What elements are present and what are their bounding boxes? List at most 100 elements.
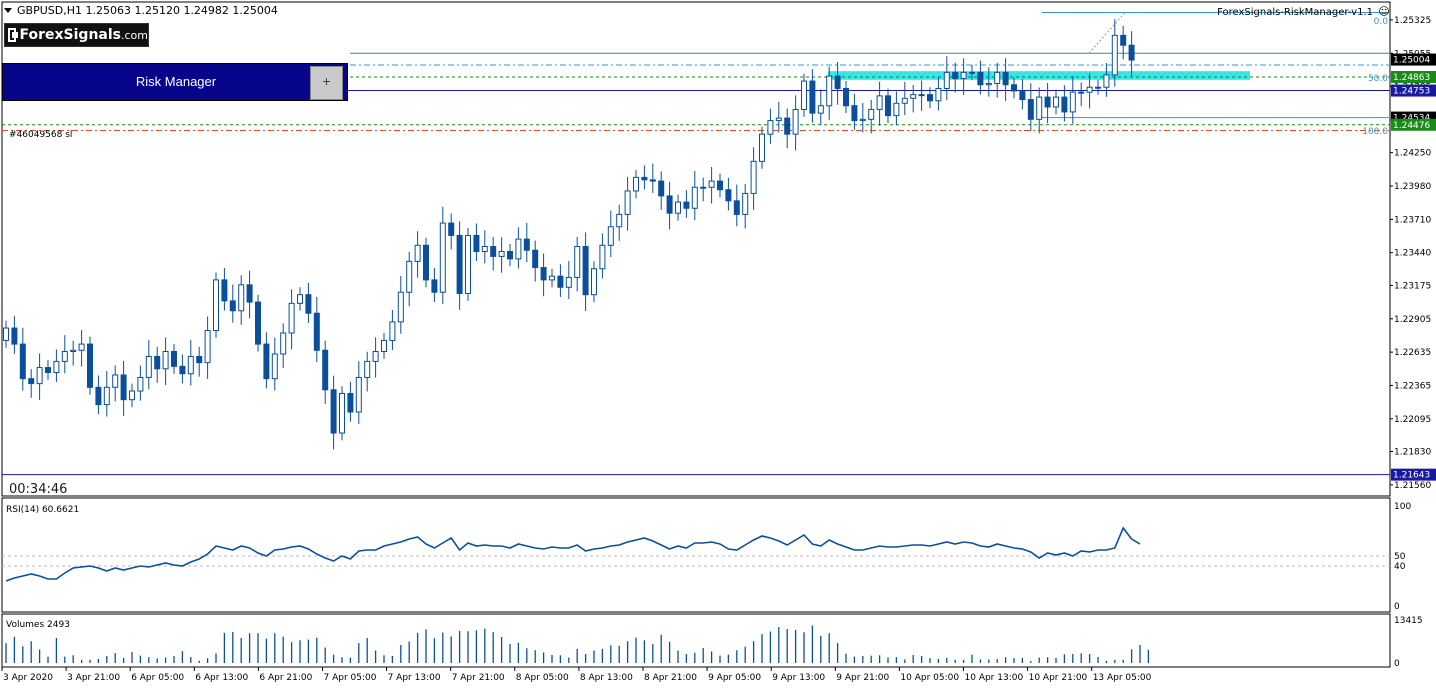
candle-bull [515,238,522,260]
time-tick-label: 10 Apr 13:00 [965,673,1024,683]
price-tag-label: 1.24753 [1393,87,1430,97]
candle-bear [683,201,690,209]
candle-bull [372,351,379,362]
time-tick-label: 6 Apr 13:00 [195,673,248,683]
candle-bull [1078,91,1085,94]
price-tick-label: 1.22365 [1394,381,1431,391]
time-tick-label: 10 Apr 05:00 [900,673,959,683]
candle-bull [498,250,505,257]
candle-bull [742,192,749,215]
main-panel-border [1,1,1391,497]
candle-bull [775,117,782,122]
candle-bear [95,386,102,406]
candle-bull [465,234,471,294]
candle-bear [834,75,841,89]
candle-bull [759,133,765,162]
candle-bull [969,71,975,74]
risk-manager-panel[interactable]: Risk Manager + [2,63,348,101]
forexsignals-logo: ForexSignals.com [4,23,149,47]
candle-bull [364,360,371,378]
price-tick-label: 1.25325 [1394,16,1431,26]
candle-bear [330,389,337,434]
candle-bear [666,195,673,214]
candle-bull [36,367,43,385]
candle-bull [935,87,942,102]
candle-bull [238,284,245,312]
candle-bull [801,80,807,110]
candle-bull [137,376,144,392]
price-tag [1391,70,1436,83]
candle-bear [246,284,253,303]
candle-bull [481,246,488,252]
candle-bull [565,276,572,288]
candle-bear [263,343,270,380]
candle-bull [624,190,631,215]
candle-bear [523,238,530,251]
price-tick-label: 1.24250 [1394,149,1431,159]
candle-bull [868,108,875,120]
candle-bull [288,302,295,334]
candle-bear [229,300,236,312]
smiley-icon[interactable]: ☺ [1378,5,1389,18]
candle-bull [591,268,597,296]
candle-bull [1036,96,1043,120]
risk-manager-expand-button[interactable]: + [310,66,343,100]
candle-bear [171,351,177,367]
candle-bull [599,244,606,270]
candle-bear [490,246,497,257]
price-tick-label: 1.21830 [1394,448,1431,458]
candle-bear [1044,96,1051,108]
candle-bull [187,355,194,375]
price-tick-label: 1.22095 [1394,415,1431,425]
candle-bear [885,95,891,117]
time-tick-label: 6 Apr 05:00 [131,673,184,683]
candle-bull [607,226,614,246]
candle-bear [305,294,312,314]
candle-timer: 00:34:46 [9,482,67,497]
price-tick-label: 1.23175 [1394,281,1431,291]
candle-bull [78,343,85,351]
candle-bear [733,200,740,215]
candle-bear [809,80,816,114]
candle-bull [70,349,77,353]
candle-bear [658,180,665,197]
candle-bear [255,301,261,345]
volume-panel: 13415 0 [5,616,1423,669]
candle-bull [1103,74,1110,88]
menu-triangle-icon[interactable] [4,8,12,13]
candle-bull [112,374,119,388]
rsi-panel-border [1,497,1391,613]
candle-bull [1086,86,1093,93]
entry-zone-highlight [828,71,1250,80]
candle-bull [1095,86,1101,89]
logo-mark-icon [8,28,18,42]
price-tag [1391,53,1436,66]
candle-bull [397,291,404,323]
price-tick-label: 1.22905 [1394,315,1431,325]
candle-bear [540,267,547,281]
candle-bull [145,355,152,378]
rsi-tick-label: 40 [1394,562,1406,572]
risk-manager-title: Risk Manager [135,74,217,89]
candle-bear [1027,99,1034,120]
candle-bear [120,374,127,401]
time-tick-label: 13 Apr 05:00 [1093,673,1152,683]
candle-bull [616,213,623,228]
volume-tick-label: 0 [1394,659,1400,669]
candle-bull [792,108,799,135]
candle-bull [3,327,9,341]
price-tag [1391,468,1436,481]
time-tick-label: 3 Apr 21:00 [67,673,120,683]
price-tag-label: 1.25004 [1393,56,1430,66]
candle-bear [1120,34,1127,46]
rsi-title: RSI(14) 60.6621 [6,505,79,515]
candle-bull [700,186,707,189]
volume-panel-border [1,613,1391,668]
candle-bear [1019,90,1026,101]
candle-bear [196,355,203,364]
fib-label-100: 100.0 [1362,127,1388,137]
price-tag-label: 1.21643 [1393,471,1430,481]
candle-bear [532,249,539,269]
